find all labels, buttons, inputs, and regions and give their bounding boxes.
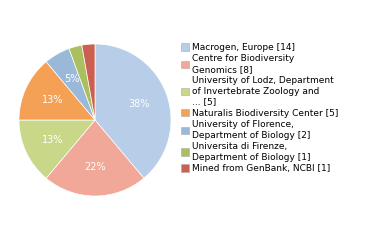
Wedge shape [82,44,95,120]
Text: 13%: 13% [41,135,63,145]
Wedge shape [46,48,95,120]
Text: 13%: 13% [41,95,63,105]
Legend: Macrogen, Europe [14], Centre for Biodiversity
Genomics [8], University of Lodz,: Macrogen, Europe [14], Centre for Biodiv… [180,43,339,173]
Wedge shape [95,44,171,178]
Wedge shape [19,120,95,178]
Wedge shape [19,62,95,120]
Wedge shape [69,45,95,120]
Text: 5%: 5% [64,74,79,84]
Text: 38%: 38% [128,99,150,109]
Wedge shape [46,120,144,196]
Text: 22%: 22% [84,162,106,172]
